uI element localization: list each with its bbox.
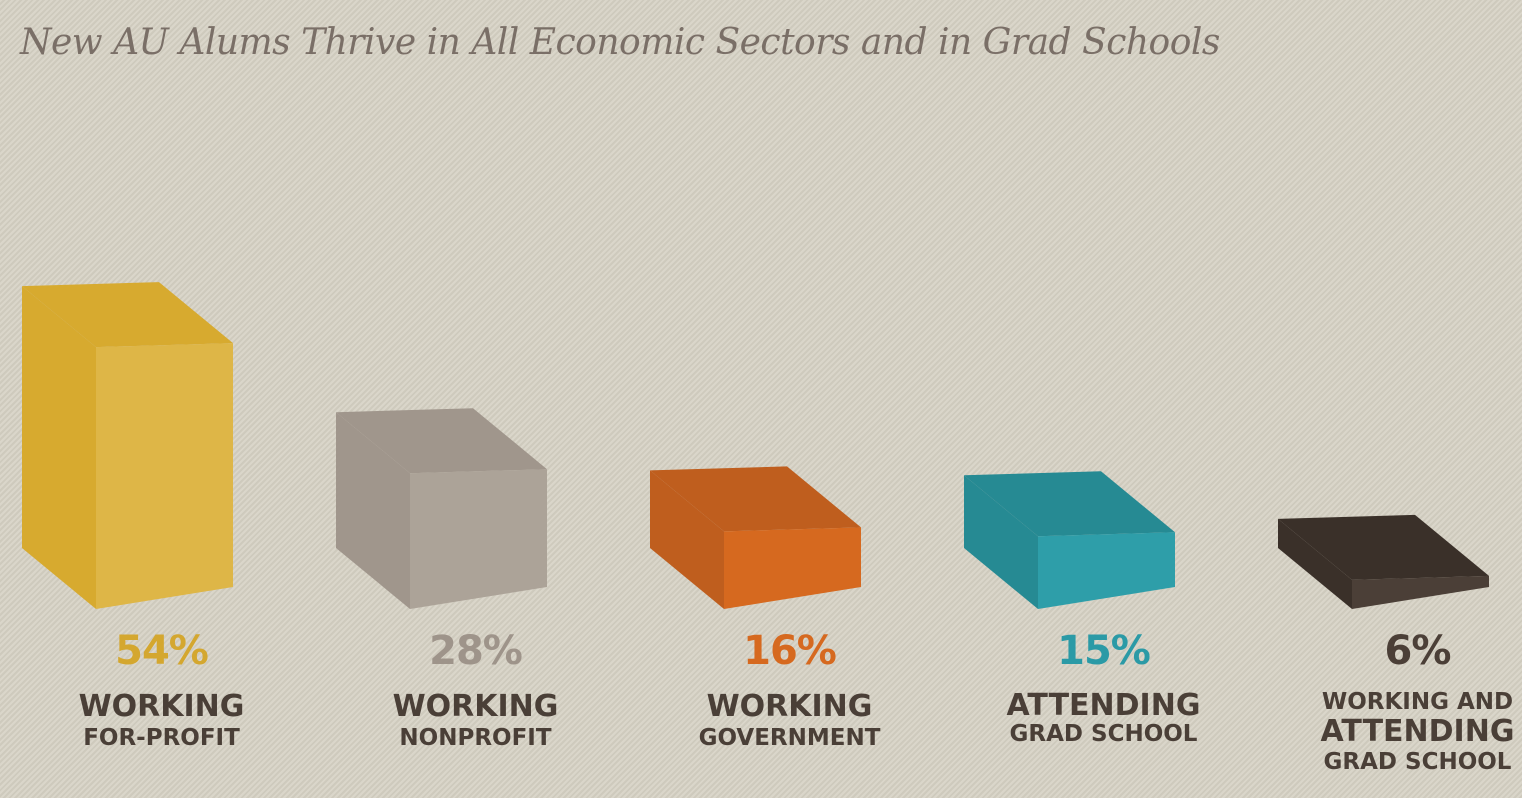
bar-side-face (650, 470, 724, 609)
category-label-2-line-2: NONPROFIT (399, 725, 551, 751)
bar-top-face (1278, 514, 1489, 580)
bar-1 (22, 282, 233, 609)
bar-front-face (724, 527, 861, 609)
category-label-2-line-1: WORKING (393, 689, 559, 724)
bar-side-face (22, 286, 96, 609)
bar-2 (336, 408, 547, 609)
bar-side-face (336, 412, 410, 609)
bar-side-face (1278, 518, 1352, 609)
bar-top-face (650, 466, 861, 532)
bar-5 (1278, 514, 1489, 609)
category-label-3-line-1: WORKING (707, 689, 873, 724)
value-label-1: 54% (115, 628, 208, 674)
category-label-5-line-2: ATTENDING (1321, 714, 1515, 749)
bar-front-face (410, 469, 547, 609)
category-label-4-line-2: GRAD SCHOOL (1010, 721, 1198, 747)
value-label-2: 28% (429, 628, 522, 674)
bar-side-face (964, 475, 1038, 609)
category-label-5-line-3: GRAD SCHOOL (1324, 749, 1512, 775)
bar-top-face (336, 408, 547, 474)
category-label-5-line-1: WORKING AND (1322, 689, 1513, 715)
bar-top-face (964, 471, 1175, 537)
chart-title: New AU Alums Thrive in All Economic Sect… (20, 22, 1220, 63)
value-label-3: 16% (743, 628, 836, 674)
category-label-1-line-2: FOR-PROFIT (83, 725, 240, 751)
bar-front-face (1038, 532, 1175, 609)
bar-front-face (96, 343, 233, 609)
bar-3 (650, 466, 861, 609)
category-label-4-line-1: ATTENDING (1007, 688, 1201, 723)
value-label-5: 6% (1385, 628, 1451, 674)
bar-top-face (22, 282, 233, 348)
category-label-1-line-1: WORKING (79, 689, 245, 724)
bar-front-face (1352, 575, 1489, 609)
category-label-3-line-2: GOVERNMENT (699, 725, 881, 751)
bar-4 (964, 471, 1175, 609)
value-label-4: 15% (1057, 628, 1150, 674)
